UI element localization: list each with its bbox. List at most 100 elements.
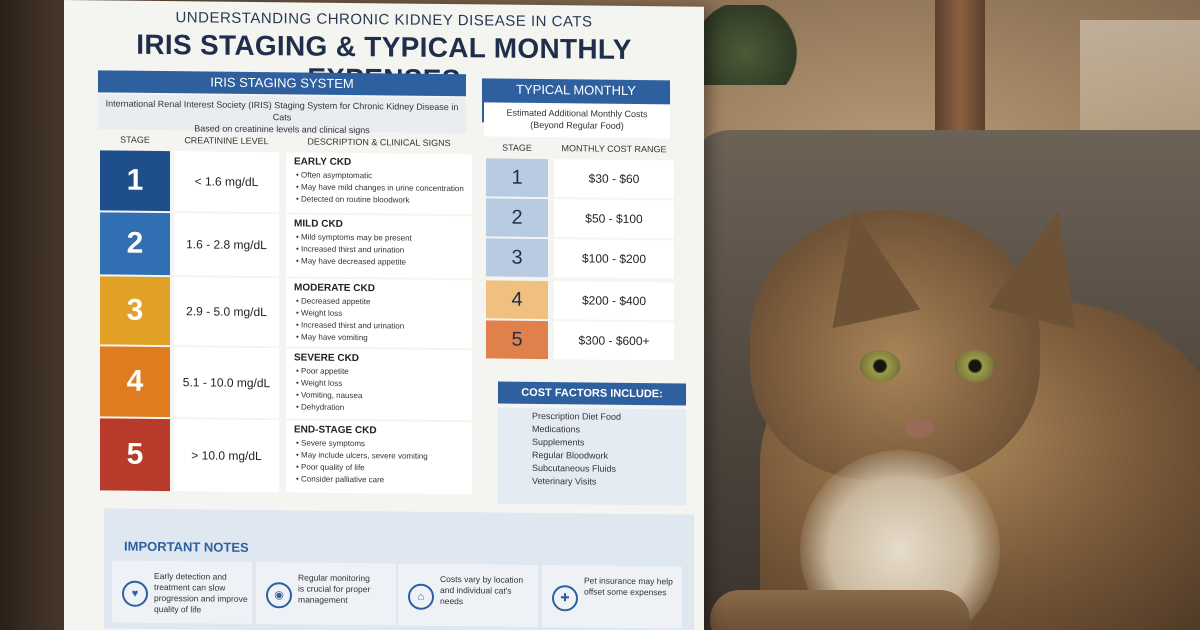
expense-stage: 1: [486, 158, 548, 198]
cat-paw: [710, 590, 970, 630]
expense-cost: $100 - $200: [554, 239, 674, 279]
stage-description: EARLY CKD • Often asymptomatic • May have …: [286, 152, 472, 215]
clinical-sign-text: May include ulcers, severe vomiting: [301, 450, 428, 461]
clinical-sign-text: May have vomiting: [301, 332, 368, 343]
clinical-sign-text: Weight loss: [301, 308, 343, 318]
clinical-sign: • Weight loss: [296, 378, 343, 388]
iris-stage-row: 4 5.1 - 10.0 mg/dL SEVERE CKD • Poor appeti…: [100, 346, 472, 421]
expenses-col-cost: MONTHLY COST RANGE: [561, 143, 667, 155]
expenses-subtitle-line-1: Estimated Additional Monthly Costs: [506, 107, 648, 120]
clinical-sign: • Poor quality of life: [296, 462, 365, 473]
clinical-sign-text: Dehydration: [301, 402, 345, 412]
cat-ear-left: [809, 201, 921, 329]
iris-stage-row: 3 2.9 - 5.0 mg/dL MODERATE CKD • Decreased …: [100, 276, 472, 349]
clinical-sign-text: Vomiting, nausea: [301, 390, 363, 401]
background-left: [0, 0, 70, 630]
expenses-col-stage: STAGE: [502, 142, 532, 153]
creatinine-level: 1.6 - 2.8 mg/dL: [186, 237, 267, 253]
note-text: Pet insurance may help offset some expens…: [584, 575, 673, 598]
note-line: is crucial for proper: [298, 583, 371, 595]
iris-stage-row: 1 < 1.6 mg/dL EARLY CKD • Often asymptomati…: [100, 150, 472, 215]
clinical-sign: • May have mild changes in urine concent…: [296, 182, 464, 194]
expense-stage: 2: [486, 198, 548, 238]
window: [1080, 20, 1200, 130]
note-line: quality of life: [154, 603, 202, 615]
creatinine-level: > 10.0 mg/dL: [191, 448, 262, 464]
clinical-sign: • Consider palliative care: [296, 474, 385, 485]
clinical-sign-text: Consider palliative care: [301, 474, 385, 485]
clinical-sign: • Detected on routine bloodwork: [296, 194, 410, 205]
stage-description: END-STAGE CKD • Severe symptoms • May incl…: [286, 420, 472, 495]
clinical-sign-text: Decreased appetite: [301, 296, 371, 307]
cat-nose: [905, 420, 933, 438]
houseplant: [690, 5, 800, 85]
clinical-sign: • Decreased appetite: [296, 296, 371, 307]
clinical-sign-text: Detected on routine bloodwork: [301, 194, 410, 205]
note-line: and individual cat's: [440, 584, 512, 596]
clinical-sign: • Dehydration: [296, 402, 345, 412]
clinical-sign: • Often asymptomatic: [296, 170, 373, 181]
clinical-sign: • Poor appetite: [296, 366, 349, 376]
cost-factor: Supplements: [532, 436, 585, 448]
iris-col-description: DESCRIPTION & CLINICAL SIGNS: [307, 136, 451, 149]
iris-stage-row: 5 > 10.0 mg/dL END-STAGE CKD • Severe sympt…: [100, 418, 472, 495]
cat-eye-right: [955, 350, 995, 382]
iris-header: IRIS STAGING SYSTEM: [98, 70, 466, 97]
clinical-sign: • Increased thirst and urination: [296, 320, 405, 331]
clinical-sign: • Mild symptoms may be present: [296, 232, 412, 243]
clinical-sign-text: Poor quality of life: [301, 462, 365, 473]
stage-badge: 4: [100, 346, 170, 418]
stage-description: MODERATE CKD • Decreased appetite • Weight…: [286, 278, 472, 349]
cost-factors-list: Prescription Diet Food Medications Suppl…: [498, 407, 686, 506]
expense-stage: 5: [486, 320, 548, 360]
clinical-sign-text: Severe symptoms: [301, 438, 366, 449]
stage-description: SEVERE CKD • Poor appetite • Weight loss • …: [286, 348, 472, 421]
clinical-sign: • Vomiting, nausea: [296, 390, 363, 401]
clinical-sign: • Severe symptoms: [296, 438, 366, 449]
cat: [690, 150, 1200, 630]
clinical-sign: • May include ulcers, severe vomiting: [296, 450, 428, 461]
expense-stage: 3: [486, 238, 548, 278]
iris-stage-row: 2 1.6 - 2.8 mg/dL MILD CKD • Mild symptoms …: [100, 212, 472, 279]
stage-description: MILD CKD • Mild symptoms may be present • …: [286, 214, 472, 279]
important-notes: IMPORTANT NOTES ♥ Early detection and trea…: [104, 508, 694, 630]
note-text: Regular monitoring is crucial for proper m…: [298, 572, 370, 606]
iris-col-creatinine: CREATININE LEVEL: [184, 135, 269, 147]
note-text: Early detection and treatment can slow pro…: [154, 571, 248, 616]
iris-col-stage: STAGE: [120, 134, 150, 145]
note-line: Pet insurance may help: [584, 575, 673, 587]
cat-eye-left: [860, 350, 900, 382]
expense-cost: $30 - $60: [554, 159, 674, 199]
expense-cost: $200 - $400: [554, 281, 674, 321]
insurance-shield-icon: ✚: [552, 585, 578, 612]
clinical-sign: • Increased thirst and urination: [296, 244, 405, 255]
note-card: ◉ Regular monitoring is crucial for proper…: [256, 562, 396, 626]
stage-badge: 5: [100, 418, 170, 492]
cost-factor: Subcutaneous Fluids: [532, 462, 617, 474]
clinical-sign-text: Poor appetite: [301, 366, 349, 376]
stage-title: EARLY CKD: [294, 156, 352, 169]
heart-shield-icon: ♥: [122, 580, 148, 607]
expenses-subtitle-line-2: (Beyond Regular Food): [530, 119, 624, 131]
notes-title: IMPORTANT NOTES: [124, 538, 249, 555]
creatinine-level: 5.1 - 10.0 mg/dL: [182, 375, 271, 391]
cost-factor: Veterinary Visits: [532, 475, 597, 487]
note-line: Regular monitoring: [298, 572, 370, 584]
expense-stage: 4: [486, 280, 548, 320]
note-line: Costs vary by location: [440, 573, 524, 585]
clinical-sign-text: May have decreased appetite: [301, 256, 406, 267]
clinical-sign: • May have decreased appetite: [296, 256, 406, 267]
stage-title: MILD CKD: [294, 218, 343, 230]
stage-title: SEVERE CKD: [294, 352, 360, 365]
info-poster: UNDERSTANDING CHRONIC KIDNEY DISEASE IN …: [64, 0, 704, 630]
cost-factor: Prescription Diet Food: [532, 410, 622, 422]
stage-badge: 3: [100, 276, 170, 346]
stage-badge: 2: [100, 212, 170, 276]
clinical-sign-text: Mild symptoms may be present: [301, 232, 412, 243]
cost-factor: Medications: [532, 423, 581, 435]
expenses-subtitle: Estimated Additional Monthly Costs (Beyo…: [484, 102, 670, 139]
note-text: Costs vary by location and individual cat…: [440, 574, 523, 608]
note-line: needs: [440, 595, 464, 607]
clinical-sign-text: Often asymptomatic: [301, 170, 373, 181]
map-pin-icon: ⌂: [408, 583, 434, 610]
